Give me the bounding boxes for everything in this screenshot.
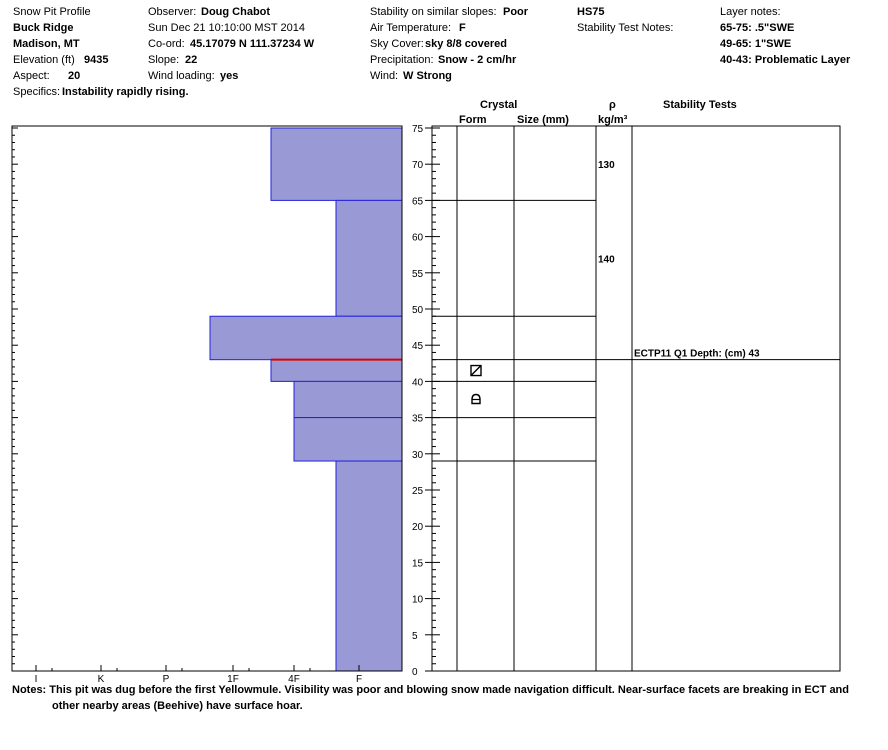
coord-value: 45.17079 N 111.37234 W [190, 38, 315, 50]
hardness-tick-label: F [356, 674, 362, 685]
depth-label: 15 [412, 558, 424, 569]
hardness-frame [11, 125, 403, 672]
depth-label: 35 [412, 414, 424, 425]
datetime: Sun Dec 21 10:10:00 MST 2014 [148, 22, 305, 34]
layer-notes-label: Layer notes: [720, 6, 781, 18]
depth-label: 70 [412, 160, 424, 171]
notes-label: Notes: [12, 684, 47, 696]
density-value: 130 [598, 160, 615, 171]
notes: Notes: This pit was dug before the first… [12, 682, 872, 714]
density-header: ρ [609, 99, 616, 111]
depth-label: 30 [412, 450, 424, 461]
hardness-bar [293, 380, 403, 419]
air-temp-label: Air Temperature: [370, 22, 452, 34]
elevation-value: 9435 [84, 54, 109, 66]
faceted-crystal-icon [470, 364, 482, 377]
location: Buck Ridge [13, 22, 74, 34]
hs-value: HS75 [577, 6, 605, 18]
depth-label: 10 [412, 595, 424, 606]
wind-loading-value: yes [220, 70, 239, 82]
hardness-tick-label: I [35, 674, 38, 685]
slope-value: 22 [185, 54, 198, 66]
profile-table-frame [431, 125, 841, 672]
stability-value: Poor [503, 6, 529, 18]
depth-label: 65 [412, 196, 424, 207]
sky-label: Sky Cover: [370, 38, 424, 50]
faceted-crystal-icon-slash [470, 365, 482, 377]
elevation-label: Elevation (ft) [13, 54, 75, 66]
region: Madison, MT [13, 38, 80, 50]
depth-label: 25 [412, 486, 424, 497]
wind-label: Wind: [370, 70, 399, 82]
depth-label: 50 [412, 305, 424, 316]
hardness-tick-label: P [163, 674, 170, 685]
depth-label: 45 [412, 341, 424, 352]
layer-note: 49-65: 1"SWE [720, 38, 792, 50]
air-temp-value: F [459, 22, 466, 34]
slope-label: Slope: [148, 54, 180, 66]
stability-tests-header: Stability Tests [663, 99, 737, 111]
crystal-header: Crystal [480, 99, 518, 111]
wind-loading-label: Wind loading: [148, 70, 215, 82]
hardness-tick-label: 4F [288, 674, 300, 685]
stability-test-label: ECTP11 Q1 Depth: (cm) 43 [634, 349, 760, 360]
hardness-bar [209, 315, 403, 361]
form-header: Form [459, 114, 487, 126]
hardness-bar [270, 359, 403, 382]
notes-line1: This pit was dug before the first Yellow… [49, 684, 849, 696]
layer-note: 65-75: .5"SWE [720, 22, 795, 34]
specifics-label: Specifics: [13, 86, 61, 98]
stability-notes-label: Stability Test Notes: [577, 22, 674, 34]
hardness-tick-label: 1F [227, 674, 239, 685]
depth-hoar-icon [471, 393, 481, 405]
depth-label: 40 [412, 377, 424, 388]
hardness-bar [293, 417, 403, 462]
layer-note: 40-43: Problematic Layer [720, 54, 851, 66]
observer-value: Doug Chabot [201, 6, 271, 18]
hardness-bar [335, 460, 403, 672]
wind-value: W Strong [403, 70, 452, 82]
coord-label: Co-ord: [148, 38, 185, 50]
depth-label: 5 [412, 631, 418, 642]
density-unit-header: kg/m³ [598, 114, 628, 126]
hardness-bar [270, 127, 403, 201]
aspect-value: 20 [68, 70, 81, 82]
observer-label: Observer: [148, 6, 197, 18]
hardness-bar [335, 199, 403, 317]
pit-title: Snow Pit Profile [13, 6, 91, 18]
precip-label: Precipitation: [370, 54, 434, 66]
precip-value: Snow - 2 cm/hr [438, 54, 517, 66]
density-value: 140 [598, 254, 615, 265]
notes-line2: other nearby areas (Beehive) have surfac… [52, 700, 303, 712]
size-header: Size (mm) [517, 114, 569, 126]
depth-label: 75 [412, 124, 424, 135]
depth-label: 55 [412, 269, 424, 280]
specifics-value: Instability rapidly rising. [62, 86, 189, 98]
sky-value: sky 8/8 covered [425, 38, 507, 50]
depth-label: 60 [412, 233, 424, 244]
aspect-label: Aspect: [13, 70, 50, 82]
hardness-tick-label: K [98, 674, 105, 685]
depth-label: 20 [412, 522, 424, 533]
stability-label: Stability on similar slopes: [370, 6, 497, 18]
depth-label: 0 [412, 667, 418, 678]
